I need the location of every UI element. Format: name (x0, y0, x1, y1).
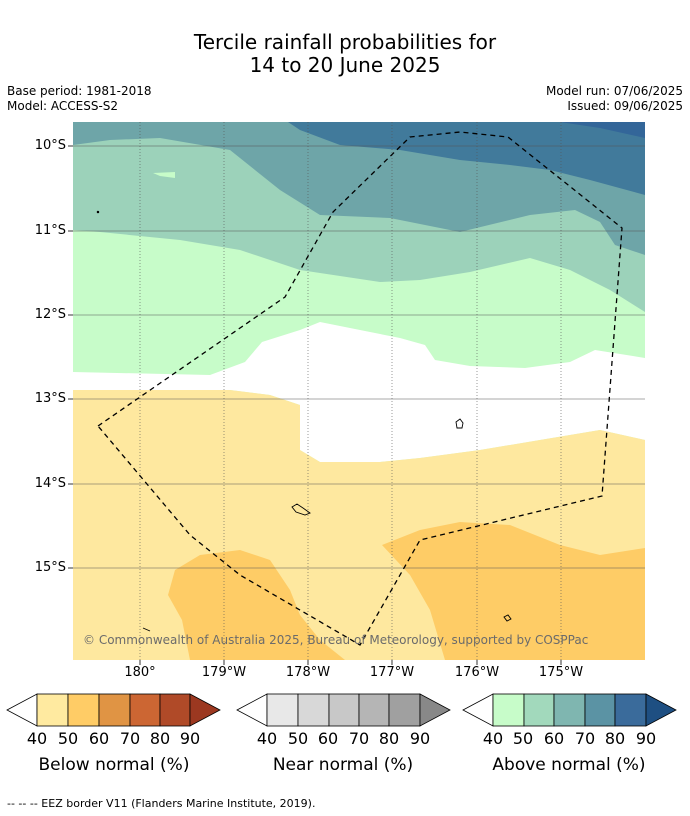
near-tick-40: 40 (256, 729, 278, 748)
above-tick-80: 80 (604, 729, 626, 748)
near-tick-60: 60 (317, 729, 339, 748)
region-below-60-west (168, 550, 345, 660)
eez-border (97, 131, 623, 646)
below-tick-70: 70 (119, 729, 141, 748)
base-period: Base period: 1981-2018 (7, 84, 152, 98)
lat-label-10s: 10°S (34, 138, 66, 153)
eez-legend-note: -- -- -- EEZ border V11 (Flanders Marine… (7, 797, 316, 810)
above-tick-70: 70 (574, 729, 596, 748)
island-c (503, 614, 512, 622)
near-tick-50: 50 (287, 729, 309, 748)
model-run: Model run: 07/06/2025 (545, 84, 683, 98)
lat-label-12s: 12°S (34, 307, 66, 322)
below-tick-90: 90 (179, 729, 201, 748)
colorbar-near (236, 693, 451, 727)
near-tick-80: 80 (378, 729, 400, 748)
lat-label-13s: 13°S (34, 391, 66, 406)
title-line-1: Tercile rainfall probabilities for (193, 30, 497, 54)
colorbar-below (6, 693, 221, 727)
axis-ticks (68, 145, 562, 665)
lon-label-178w: 178°W (285, 665, 331, 680)
below-tick-40: 40 (26, 729, 48, 748)
above-tick-40: 40 (482, 729, 504, 748)
lat-label-14s: 14°S (34, 476, 66, 491)
model-name: Model: ACCESS-S2 (7, 99, 119, 113)
island-b (291, 503, 311, 516)
lon-label-179w: 179°W (201, 665, 247, 680)
region-above-90 (560, 122, 645, 138)
above-tick-60: 60 (543, 729, 565, 748)
title-line-2: 14 to 20 June 2025 (249, 53, 441, 77)
above-tick-50: 50 (512, 729, 534, 748)
lon-label-177w: 177°W (369, 665, 415, 680)
near-tick-70: 70 (348, 729, 370, 748)
meta-left: Base period: 1981-2018 Model: ACCESS-S2 (7, 84, 152, 114)
lon-label-176w: 176°W (454, 665, 500, 680)
lat-label-11s: 11°S (34, 223, 66, 238)
meta-right: Model run: 07/06/2025 Issued: 09/06/2025 (546, 84, 683, 114)
region-below-60-east (382, 522, 645, 660)
near-normal-label: Near normal (%) (272, 755, 414, 775)
colorbar-above (462, 693, 677, 727)
issued-date: Issued: 09/06/2025 (567, 99, 683, 113)
map-area (73, 122, 645, 660)
small-patch (153, 172, 175, 178)
island-e (96, 210, 100, 214)
region-near-normal (73, 322, 645, 462)
lon-label-180: 180° (124, 665, 156, 680)
below-tick-50: 50 (57, 729, 79, 748)
islands (96, 210, 512, 632)
above-normal-label: Above normal (%) (492, 755, 646, 775)
island-a (455, 418, 464, 429)
island-d (142, 627, 151, 632)
lat-label-15s: 15°S (34, 560, 66, 575)
below-tick-60: 60 (88, 729, 110, 748)
map-title: Tercile rainfall probabilities for 14 to… (0, 31, 690, 77)
region-above-80 (288, 122, 645, 195)
near-tick-90: 90 (409, 729, 431, 748)
above-tick-90: 90 (635, 729, 657, 748)
lon-label-175w: 175°W (538, 665, 584, 680)
below-normal-label: Below normal (%) (38, 755, 190, 775)
graticule (73, 122, 645, 660)
copyright-notice: © Commonwealth of Australia 2025, Bureau… (83, 633, 589, 647)
below-tick-80: 80 (149, 729, 171, 748)
